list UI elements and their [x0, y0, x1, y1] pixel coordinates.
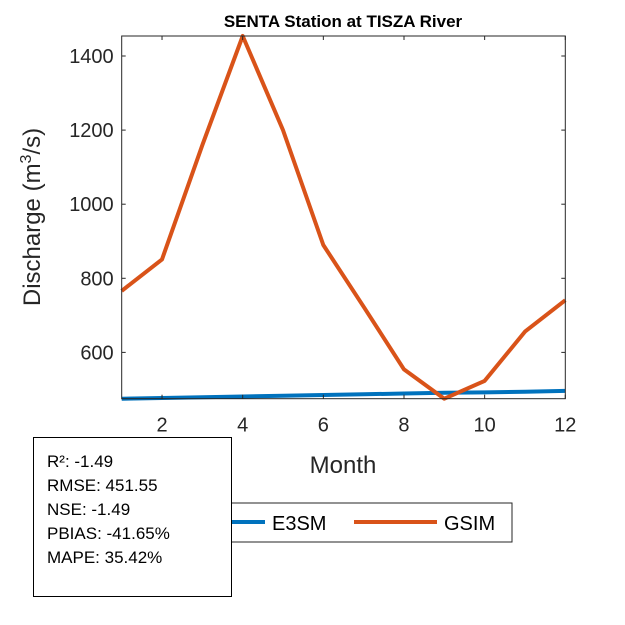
x-tick-label: 10 [474, 415, 496, 437]
legend: E3SM GSIM [204, 502, 513, 543]
x-tick-label: 12 [554, 415, 576, 437]
stats-box: R²: -1.49 RMSE: 451.55 NSE: -1.49 PBIAS:… [33, 437, 232, 597]
stat-nse: NSE: -1.49 [47, 500, 131, 519]
y-tick-label: 1200 [69, 120, 114, 142]
stat-rmse: RMSE: 451.55 [47, 476, 158, 495]
y-label-main: Discharge (m [19, 163, 46, 306]
axes-box [121, 35, 566, 400]
y-tick-label: 1000 [69, 194, 114, 216]
x-tick-label: 6 [318, 415, 329, 437]
series-line-e3sm [121, 388, 566, 401]
y-tick-label: 800 [80, 268, 113, 290]
legend-label-e3sm: E3SM [272, 513, 326, 535]
x-axis-label: Month [310, 452, 377, 479]
stat-mape: MAPE: 35.42% [47, 548, 163, 567]
y-label-end: /s) [19, 128, 46, 155]
x-tick-label: 8 [398, 415, 409, 437]
plot-area [121, 36, 566, 399]
y-tick-label: 600 [80, 342, 113, 364]
stat-r2: R²: -1.49 [47, 452, 114, 471]
y-axis-label: Discharge (m3/s) [18, 128, 46, 306]
series-line-gsim [120, 34, 567, 401]
x-tick-label: 2 [156, 415, 167, 437]
y-tick-label: 1400 [69, 46, 114, 68]
stat-pbias: PBIAS: -41.65% [47, 524, 170, 543]
x-tick-label: 4 [237, 415, 248, 437]
y-label-sup: 3 [18, 154, 35, 163]
legend-label-gsim: GSIM [444, 513, 495, 535]
chart-title: SENTA Station at TISZA River [224, 12, 463, 31]
